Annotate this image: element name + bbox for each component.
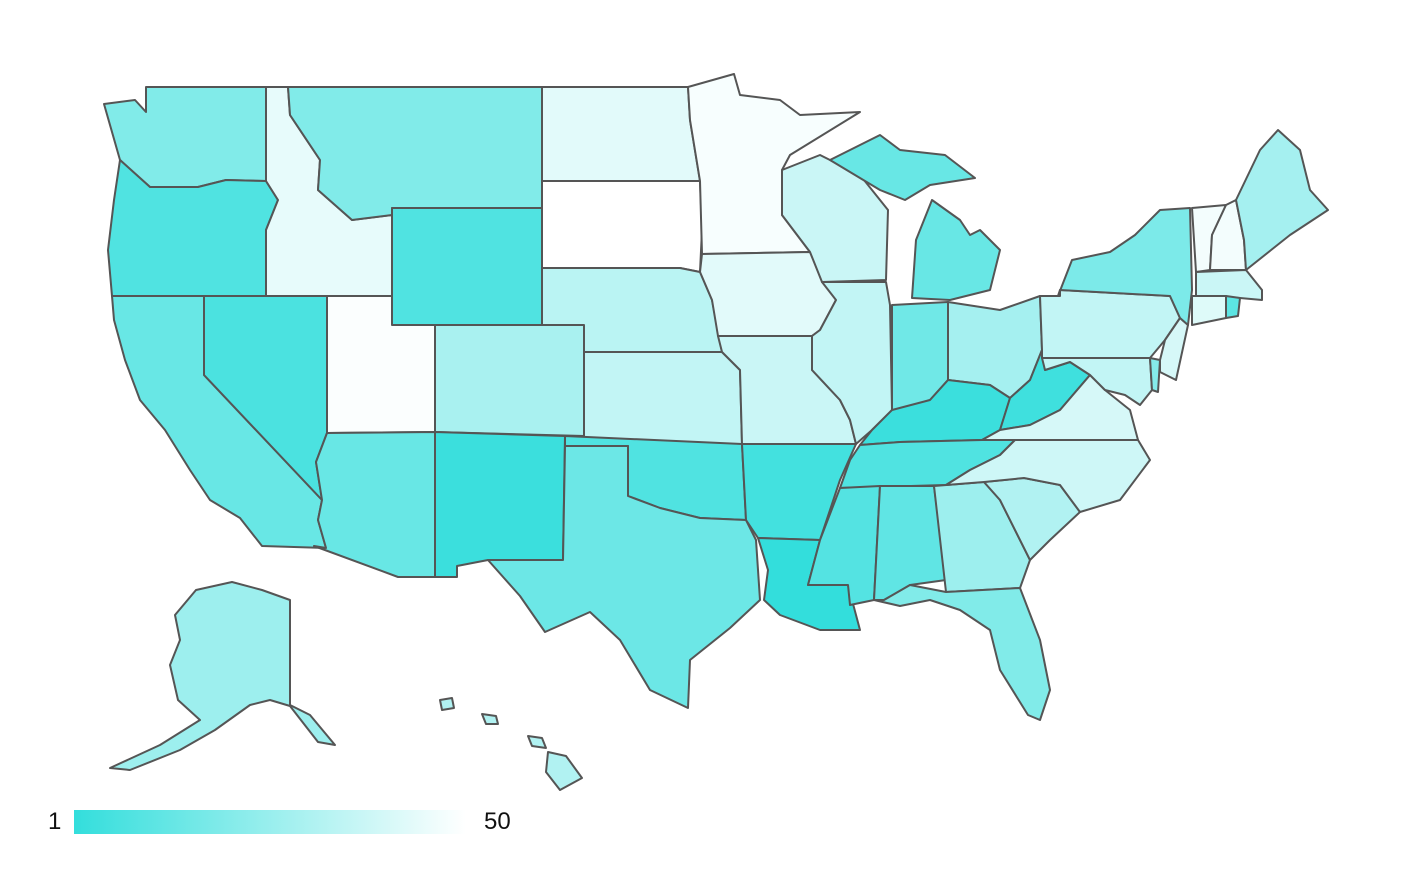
state-illinois[interactable] [811,281,893,445]
state-connecticut[interactable] [1191,295,1227,326]
state-north-carolina[interactable] [945,439,1151,513]
state-pennsylvania[interactable] [1039,289,1181,359]
state-texas[interactable] [487,445,761,709]
state-arizona[interactable] [313,431,436,578]
state-wyoming[interactable] [391,207,543,326]
state-north-dakota[interactable] [541,86,701,182]
state-colorado[interactable] [434,324,585,437]
state-hawaii-oahu[interactable] [481,713,499,725]
state-alaska[interactable] [109,581,336,771]
state-virginia[interactable] [981,374,1139,441]
state-michigan[interactable] [829,134,1001,301]
state-florida[interactable] [873,584,1051,721]
state-new-mexico[interactable] [434,431,566,578]
state-hawaii-big-island[interactable] [545,751,583,791]
state-rhode-island[interactable] [1225,295,1241,319]
state-south-dakota[interactable] [541,180,703,273]
state-maine[interactable] [1235,129,1329,271]
state-new-york[interactable] [1057,207,1193,326]
state-delaware[interactable] [1149,357,1161,393]
state-hawaii-maui[interactable] [527,735,547,749]
state-minnesota[interactable] [687,73,861,255]
state-hawaii-kauai[interactable] [439,697,455,711]
state-kansas[interactable] [583,351,743,445]
state-maryland[interactable] [1041,357,1153,406]
